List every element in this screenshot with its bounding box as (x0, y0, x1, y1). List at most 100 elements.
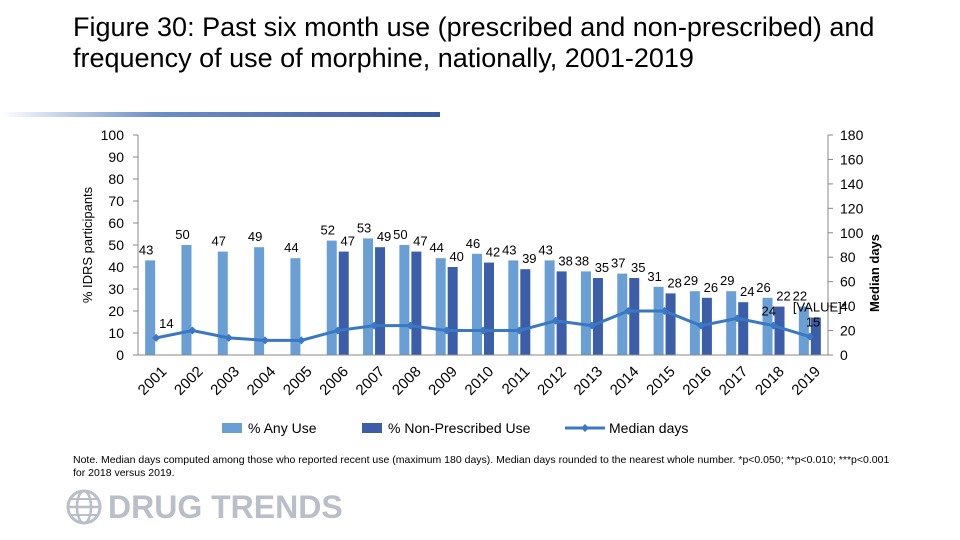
legend-swatch (222, 423, 242, 433)
data-label-any-use: 43 (502, 242, 516, 257)
median-days-point (624, 307, 633, 315)
right-tick-label: 120 (840, 200, 864, 216)
left-tick-label: 80 (108, 171, 124, 187)
bar-non-prescribed (738, 302, 749, 355)
median-days-point (660, 307, 669, 315)
bar-non-prescribed (556, 271, 567, 355)
left-tick-label: 30 (108, 281, 124, 297)
median-days-point (515, 326, 524, 335)
median-days-point (188, 326, 197, 335)
data-label-non-prescribed: 35 (631, 260, 645, 275)
bar-any-use (544, 260, 555, 355)
median-days-point (733, 314, 742, 323)
x-tick-label: 2014 (607, 363, 643, 399)
median-line (152, 307, 814, 345)
data-label-any-use: 31 (647, 269, 661, 284)
legend-label: Median days (609, 420, 688, 436)
data-label-any-use: 44 (284, 240, 298, 255)
bar-any-use (254, 247, 265, 355)
data-label-median-days: 24 (762, 304, 776, 319)
median-days-point (551, 316, 560, 325)
data-label-any-use: 43 (538, 242, 552, 257)
x-tick-label: 2003 (207, 363, 243, 399)
bar-any-use (726, 291, 737, 355)
median-days-point (224, 333, 233, 342)
bar-non-prescribed (774, 306, 785, 355)
bar-any-use (217, 251, 228, 355)
median-days-point (333, 326, 342, 335)
logo-text: DRUG TRENDS (108, 488, 343, 525)
data-label-non-prescribed: 35 (595, 260, 609, 275)
bar-non-prescribed (810, 317, 821, 355)
bar-any-use (762, 297, 773, 355)
bar-any-use (580, 271, 591, 355)
left-tick-label: 100 (101, 127, 125, 143)
bar-non-prescribed (447, 267, 458, 355)
median-days-point (587, 321, 596, 330)
legend-label: % Non-Prescribed Use (388, 420, 531, 436)
x-tick-label: 2010 (462, 363, 498, 399)
right-tick-label: 180 (840, 127, 864, 143)
bar-any-use (472, 253, 482, 355)
left-tick-label: 0 (116, 347, 124, 363)
bar-non-prescribed (629, 278, 640, 355)
bar-non-prescribed (375, 247, 386, 355)
x-tick-label: 2004 (244, 363, 280, 399)
right-axis: 0 20 40 60 80 100 120 140 160 180 (827, 127, 864, 363)
legend-swatch (362, 423, 382, 433)
legend: % Any Use % Non-Prescribed Use Median days (222, 420, 688, 436)
data-label-non-prescribed: 47 (413, 234, 427, 249)
median-days-point (406, 321, 415, 330)
data-label-non-prescribed: [VALUE]* (793, 300, 847, 315)
bar-any-use (290, 258, 301, 355)
x-tick-label: 2019 (788, 363, 824, 399)
right-tick-label: 40 (840, 298, 856, 314)
bar-any-use (145, 260, 156, 355)
x-tick-label: 2011 (499, 363, 534, 398)
bar-any-use (181, 245, 192, 355)
logo: DRUG TRENDS (66, 488, 343, 526)
data-label-any-use: 52 (321, 223, 335, 238)
right-tick-label: 60 (840, 274, 856, 290)
right-tick-label: 100 (840, 225, 864, 241)
x-tick-label: 2002 (171, 363, 207, 399)
chart: 0 10 20 30 40 50 60 70 80 90 100 0 20 40 60 80 100 120 14… (80, 127, 882, 436)
median-days-point (479, 326, 487, 335)
data-label-non-prescribed: 42 (486, 245, 500, 260)
data-label-non-prescribed: 28 (667, 275, 681, 290)
data-label-non-prescribed: 24 (740, 284, 754, 299)
data-label-any-use: 46 (466, 236, 480, 251)
left-tick-label: 10 (108, 325, 124, 341)
bar-non-prescribed (665, 293, 676, 355)
data-label-any-use: 29 (720, 273, 734, 288)
bar-any-use (399, 245, 410, 355)
right-tick-label: 160 (840, 151, 864, 167)
left-tick-label: 70 (108, 193, 124, 209)
data-label-any-use: 44 (429, 240, 443, 255)
bar-non-prescribed (338, 251, 349, 355)
data-label-any-use: 50 (393, 227, 407, 242)
x-tick-label: 2018 (752, 363, 788, 399)
median-days-point (696, 321, 705, 330)
bar-any-use (326, 240, 337, 355)
x-tick-label: 2015 (643, 363, 679, 399)
data-label-any-use: 43 (139, 242, 153, 257)
x-tick-label: 2001 (135, 363, 171, 399)
right-tick-label: 20 (840, 323, 856, 339)
bar-any-use (508, 260, 519, 355)
data-label-any-use: 53 (357, 220, 371, 235)
x-tick-label: 2008 (389, 363, 425, 399)
median-days-point (152, 333, 161, 342)
globe-icon (66, 489, 102, 525)
y-axis-title: % IDRS participants (80, 186, 95, 303)
data-label-any-use: 26 (756, 280, 770, 295)
bar-non-prescribed (484, 262, 494, 355)
data-label-any-use: 47 (212, 234, 226, 249)
bar-any-use (653, 286, 664, 355)
x-axis: 2001 2002 2003 2004 2005 2006 2007 2008 2009 2010… (135, 363, 824, 399)
x-tick-label: 2005 (280, 363, 316, 399)
bars (138, 238, 828, 356)
bar-any-use (798, 306, 809, 355)
left-tick-label: 90 (108, 149, 124, 165)
